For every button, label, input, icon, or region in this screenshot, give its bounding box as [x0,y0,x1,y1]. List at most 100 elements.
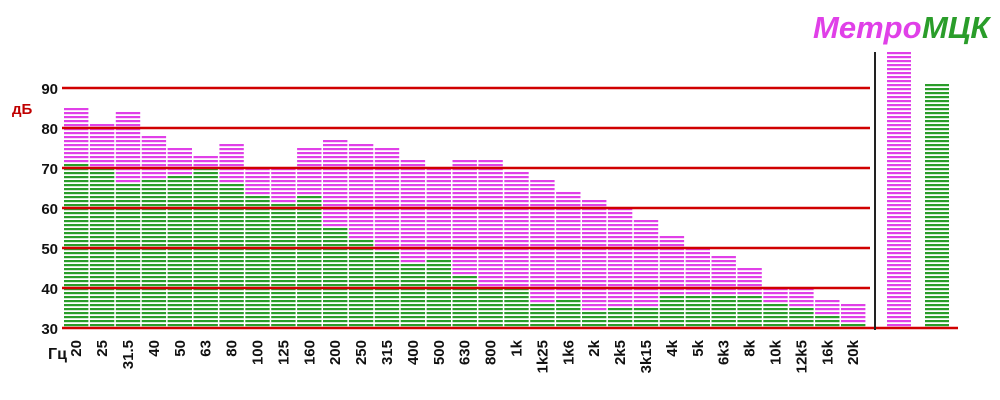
bar-mck-80 [219,184,244,328]
bar-metro-250 [348,144,374,240]
x-tick-label: 800 [483,340,500,365]
x-tick-label: 1k [509,339,526,356]
bar-metro-400 [400,160,426,264]
bar-mck-20 [64,164,89,328]
x-tick-label: 40 [146,340,163,357]
legend-mck-label: МЦК [922,10,991,45]
bar-mck-8k [737,296,762,328]
x-tick-label: 6k3 [716,340,733,365]
bar-mck-2k [582,312,607,328]
total-level-bars [887,52,949,328]
bar-mck-50 [167,176,192,328]
x-tick-label: 1k6 [560,340,577,365]
bar-metro-6k3 [711,256,736,296]
x-tick-label: 3k15 [638,340,655,373]
x-tick-label: 20 [68,340,85,357]
x-tick-label: 80 [224,340,241,357]
x-tick-label: 8k [742,339,759,356]
x-tick-label: 250 [353,340,370,365]
bar-mck-800 [478,288,503,328]
bar-mck-4k [659,296,685,328]
bar-metro-100 [245,168,270,196]
bar-metro-31.5 [115,112,141,184]
x-tick-label: 63 [198,340,215,357]
bar-metro-80 [219,144,244,184]
bar-mck-12k5 [789,308,814,328]
y-tick-labels: 30 40 50 60 70 80 90 [41,81,58,338]
bar-mck-500 [426,260,451,328]
bar-metro-20 [64,108,89,164]
y-tick-label: 80 [41,121,58,138]
spectrum-bars [64,108,866,328]
bar-metro-1k [504,172,529,288]
x-tick-label: 500 [431,340,448,365]
y-tick-label: 50 [41,241,58,258]
x-tick-label: 10k [768,339,785,365]
y-tick-label: 40 [41,281,58,298]
x-tick-label: 5k [690,339,707,356]
x-tick-label: 315 [379,340,396,365]
bar-metro-10k [763,288,788,304]
bar-mck-2k5 [607,308,633,328]
x-tick-label: 125 [275,340,292,365]
bar-mck-16k [815,316,840,328]
bar-metro-16k [815,300,840,316]
bar-mck-40 [141,180,167,328]
bar-metro-20k [841,304,866,324]
bar-metro-315 [374,148,400,252]
x-tick-label: 2k5 [612,340,629,365]
x-tick-label: 16k [819,339,836,365]
bar-metro-800 [478,160,503,288]
x-tick-label: 100 [250,340,267,365]
bar-metro-50 [167,148,192,176]
bar-mck-20k [841,324,866,328]
x-tick-label: 12k5 [793,340,810,373]
bar-metro-125 [271,168,296,204]
x-tick-label: 630 [457,340,474,365]
bar-mck-250 [348,240,374,328]
x-tick-label: 20k [845,339,862,365]
total-bar-metro [887,52,911,328]
bar-metro-2k [582,200,607,312]
bar-mck-630 [452,276,477,328]
bar-metro-25 [89,124,115,168]
bar-mck-1k25 [530,304,555,328]
bar-metro-63 [193,156,218,168]
x-tick-labels: 20 25 31.5 40 50 63 80 100 125 160 200 250 315 400 500… [68,339,862,373]
bar-metro-1k25 [530,180,555,304]
bar-metro-12k5 [789,288,814,308]
bar-metro-4k [659,236,685,296]
bar-mck-200 [323,228,348,328]
bar-mck-315 [374,252,400,328]
x-tick-label: 31.5 [120,340,137,369]
y-tick-label: 60 [41,201,58,218]
bar-mck-10k [763,304,788,328]
bar-metro-8k [737,268,762,296]
bar-metro-160 [297,148,322,196]
bar-metro-3k15 [633,220,659,308]
x-tick-label: 400 [405,340,422,365]
bar-mck-125 [271,204,296,328]
bar-mck-1k [504,288,529,328]
x-tick-label: 160 [301,340,318,365]
x-tick-label: 4k [664,339,681,356]
x-tick-label: 50 [172,340,189,357]
bar-metro-40 [141,136,167,180]
legend-metro-label: Метро [813,10,922,45]
bar-mck-6k3 [711,296,736,328]
y-tick-label: 30 [41,321,58,338]
bar-metro-500 [426,168,451,260]
bar-mck-31.5 [115,184,141,328]
grid-lines [62,86,958,330]
bar-metro-200 [323,140,348,228]
bar-metro-2k5 [607,208,633,308]
bar-mck-100 [245,196,270,328]
x-tick-label: 25 [94,340,111,357]
x-tick-label: 1k25 [534,340,551,373]
bar-mck-160 [297,196,322,328]
bar-mck-1k6 [556,300,581,328]
x-tick-label: 200 [327,340,344,365]
bar-metro-1k6 [556,192,581,300]
bar-metro-630 [452,160,477,276]
